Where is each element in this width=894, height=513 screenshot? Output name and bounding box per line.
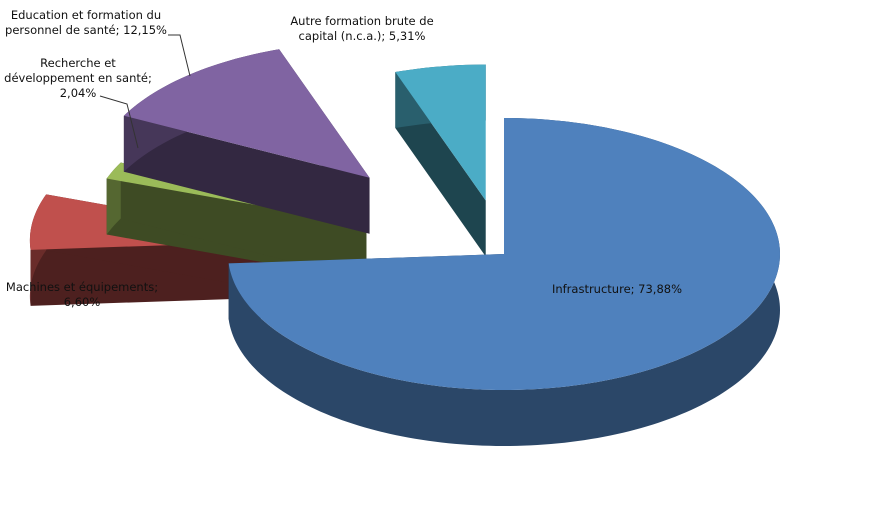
data-label: Machines et équipements; 6,60%: [5, 280, 159, 309]
leader-line: [99, 95, 139, 149]
data-label: Autre formation brute de capital (n.c.a.…: [290, 14, 434, 43]
slice: [228, 118, 780, 446]
data-label: Recherche et développement en santé; 2,0…: [4, 56, 152, 100]
slice-wall: [123, 115, 370, 234]
slice: [395, 64, 486, 257]
slice-top: [228, 118, 780, 390]
slice-top: [395, 64, 486, 201]
slice-top: [123, 49, 370, 178]
slices: [29, 49, 780, 446]
slice-wall: [120, 162, 367, 281]
slice-side: [106, 162, 121, 235]
data-label: Education et formation du personnel de s…: [5, 8, 167, 37]
slice: [123, 49, 370, 234]
leader-line: [168, 34, 191, 77]
data-label: Infrastructure; 73,88%: [551, 282, 683, 296]
